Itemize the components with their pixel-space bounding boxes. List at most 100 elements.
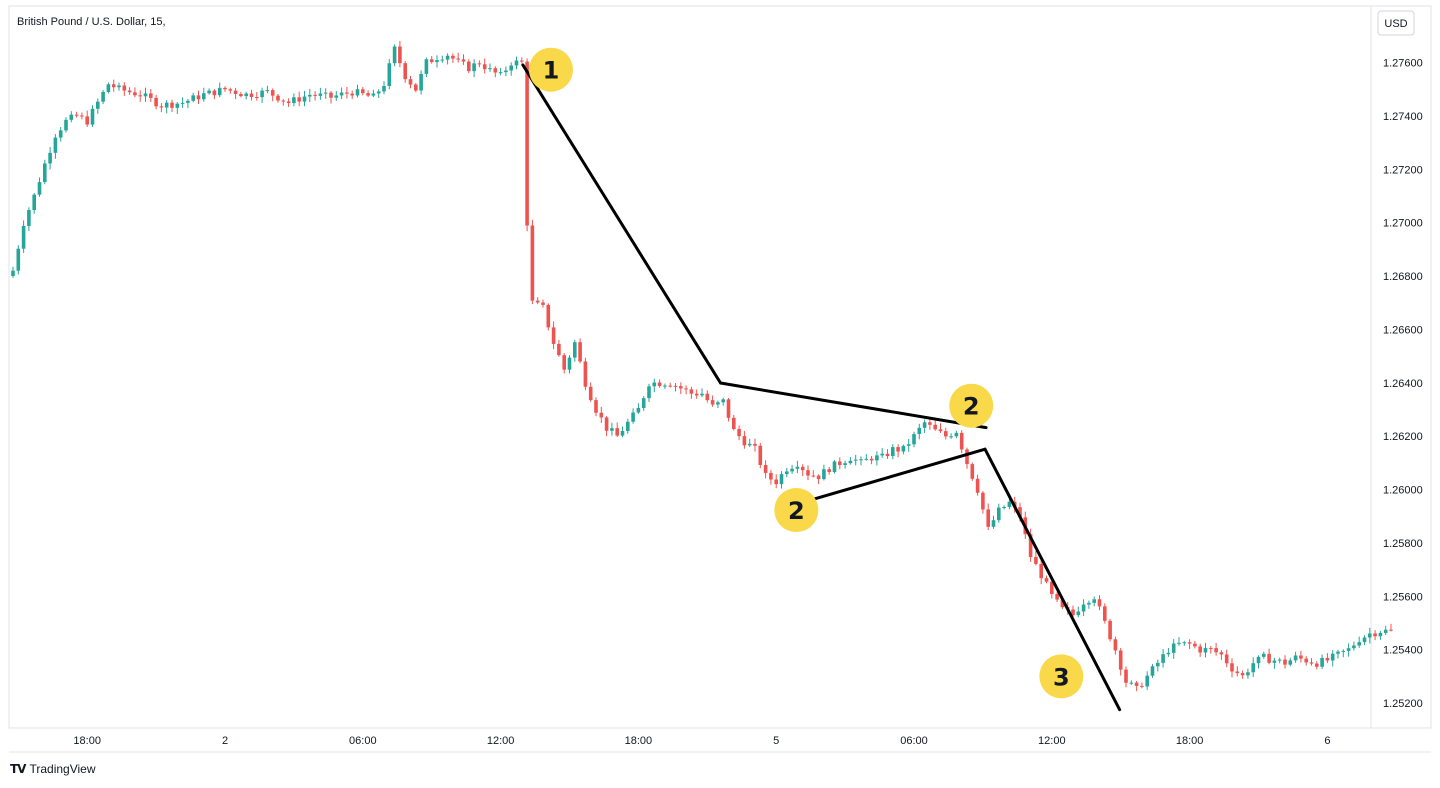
candle-up: [922, 422, 927, 428]
candle-up: [180, 102, 185, 104]
candle-up: [445, 55, 450, 60]
candle-up: [991, 520, 996, 527]
candle-down: [599, 412, 604, 418]
candle-down: [1325, 657, 1330, 661]
candle-up: [832, 461, 837, 473]
candle-up: [843, 463, 847, 466]
candle-down: [838, 461, 842, 466]
candle-up: [186, 100, 190, 103]
brand[interactable]: TV TradingView: [10, 762, 96, 776]
candle-up: [1150, 666, 1155, 676]
x-tick-label: 18:00: [1176, 735, 1204, 747]
candle-up: [16, 248, 21, 271]
candle-down: [329, 92, 333, 98]
candle-down: [520, 60, 524, 62]
candle-down: [286, 101, 291, 104]
candle-down: [1028, 534, 1033, 558]
tradingview-logo-icon: TV: [10, 762, 27, 776]
candle-up: [891, 447, 895, 457]
candle-up: [822, 469, 826, 480]
candle-up: [164, 102, 169, 108]
candle-down: [679, 386, 683, 389]
badge-circle: [528, 47, 573, 92]
candle-up: [53, 137, 58, 153]
candle-up: [620, 430, 625, 436]
badge-label: 2: [788, 497, 805, 525]
candle-up: [1320, 657, 1324, 667]
candle-down: [159, 106, 164, 108]
candle-down: [403, 63, 407, 80]
badge-label: 2: [963, 393, 980, 421]
candle-down: [774, 479, 778, 485]
plot-area[interactable]: [8, 5, 1432, 729]
candle-down: [1235, 671, 1240, 674]
currency-label[interactable]: USD: [1384, 18, 1407, 30]
candle-down: [530, 225, 535, 301]
candle-up: [906, 444, 911, 446]
badge-label: 1: [543, 57, 560, 85]
candle-down: [938, 429, 943, 432]
currency-button[interactable]: USD: [1377, 10, 1415, 36]
candle-up: [509, 65, 513, 71]
y-tick-label: 1.27200: [1383, 164, 1423, 176]
x-tick-label: 5: [773, 735, 779, 747]
candle-up: [567, 357, 572, 370]
time-axis[interactable]: 18:00 2 06:00 12:00 18:00 5 06:00 12:00 18:00 6: [73, 735, 1330, 747]
candle-up: [779, 474, 784, 485]
y-tick-label: 1.27000: [1383, 218, 1423, 230]
candle-up: [308, 94, 312, 97]
candle-up: [376, 91, 381, 94]
candle-up: [1129, 682, 1134, 684]
candle-down: [366, 93, 370, 96]
badge-circle: [949, 383, 994, 428]
candle-up: [880, 453, 884, 456]
candle-down: [806, 470, 810, 476]
candle-down: [133, 92, 137, 96]
candle-down: [212, 90, 217, 96]
trend-line: [521, 63, 723, 385]
candle-up: [27, 209, 31, 226]
candle-down: [1283, 659, 1287, 665]
candle-up: [610, 428, 614, 431]
candle-up: [191, 95, 195, 101]
badge-circle: [774, 488, 819, 533]
candle-down: [493, 68, 498, 73]
candle-up: [43, 163, 47, 183]
candle-down: [1118, 650, 1123, 670]
candle-up: [217, 87, 222, 96]
candle-up: [382, 85, 386, 92]
candle-down: [604, 417, 609, 431]
candle-up: [1383, 629, 1388, 633]
candle-down: [562, 355, 566, 370]
y-tick-label: 1.26400: [1383, 378, 1423, 390]
candle-up: [1368, 633, 1372, 638]
candle-down: [138, 95, 142, 97]
candle-up: [901, 445, 906, 452]
candle-down: [154, 97, 158, 107]
candle-up: [1346, 648, 1351, 651]
price-axis[interactable]: 1.27600 1.27400 1.27200 1.27000 1.26800 1.266…: [1383, 58, 1423, 711]
candle-up: [1156, 662, 1160, 667]
x-tick-label: 12:00: [487, 735, 515, 747]
candle-down: [1113, 639, 1118, 651]
y-tick-label: 1.25600: [1383, 591, 1423, 603]
currency-button-frame[interactable]: [1377, 10, 1415, 36]
candle-up: [435, 60, 439, 63]
candle-up: [1256, 656, 1261, 664]
candle-down: [1097, 599, 1102, 607]
candle-down: [1209, 647, 1213, 649]
candle-down: [1309, 662, 1314, 664]
candle-down: [461, 59, 466, 62]
candle-up: [954, 432, 959, 437]
candle-up: [647, 386, 651, 399]
candle-up: [1277, 659, 1282, 661]
candle-down: [122, 85, 127, 91]
candle-down: [1018, 507, 1022, 518]
candle-down: [1230, 663, 1234, 672]
candle-up: [785, 471, 789, 475]
y-tick-label: 1.25400: [1383, 645, 1423, 657]
candle-up: [334, 95, 339, 98]
candle-down: [414, 84, 418, 91]
candle-up: [1087, 602, 1091, 605]
